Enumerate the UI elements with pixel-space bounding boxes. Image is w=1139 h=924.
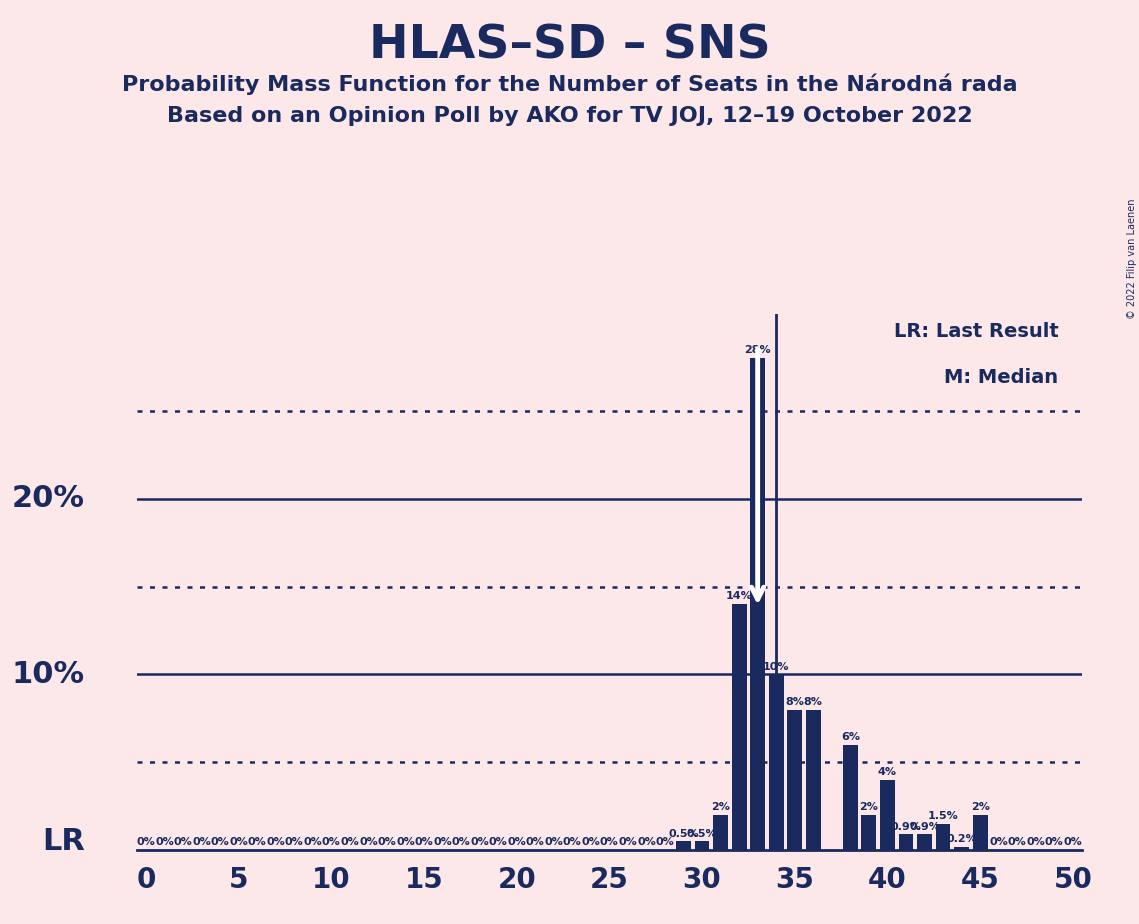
Text: LR: LR	[42, 827, 84, 856]
Text: 0%: 0%	[526, 837, 544, 847]
Text: 0%: 0%	[563, 837, 582, 847]
Text: 0%: 0%	[248, 837, 267, 847]
Text: 0%: 0%	[415, 837, 433, 847]
Text: Probability Mass Function for the Number of Seats in the Národná rada: Probability Mass Function for the Number…	[122, 74, 1017, 95]
Bar	[954, 846, 969, 850]
Text: 0%: 0%	[656, 837, 674, 847]
Text: 2%: 2%	[711, 802, 730, 812]
Text: 0.5%: 0.5%	[687, 829, 718, 839]
Text: 10%: 10%	[763, 662, 789, 672]
Text: © 2022 Filip van Laenen: © 2022 Filip van Laenen	[1126, 199, 1137, 319]
Text: 0%: 0%	[322, 837, 341, 847]
Text: 0%: 0%	[359, 837, 378, 847]
Text: 0%: 0%	[285, 837, 304, 847]
Text: 8%: 8%	[804, 697, 822, 707]
Bar	[769, 675, 784, 850]
Text: 0%: 0%	[1008, 837, 1026, 847]
Text: HLAS–SD – SNS: HLAS–SD – SNS	[369, 23, 770, 68]
Text: 6%: 6%	[841, 732, 860, 742]
Text: 14%: 14%	[726, 591, 753, 602]
Text: 0%: 0%	[433, 837, 452, 847]
Bar	[787, 710, 802, 850]
Text: 0%: 0%	[303, 837, 322, 847]
Bar	[695, 841, 710, 850]
Text: 0%: 0%	[229, 837, 248, 847]
Text: 4%: 4%	[878, 767, 896, 777]
Text: 28%: 28%	[745, 346, 771, 356]
Text: 0%: 0%	[618, 837, 638, 847]
Text: 1.5%: 1.5%	[927, 811, 958, 821]
Text: 0%: 0%	[1026, 837, 1046, 847]
Text: 0%: 0%	[581, 837, 600, 847]
Text: 0%: 0%	[452, 837, 470, 847]
Bar	[731, 604, 746, 850]
Bar	[917, 834, 932, 850]
Text: 0%: 0%	[192, 837, 211, 847]
Text: 0.2%: 0.2%	[947, 834, 977, 844]
Text: 0%: 0%	[173, 837, 192, 847]
Text: 0.9%: 0.9%	[909, 821, 940, 832]
Text: Based on an Opinion Poll by AKO for TV JOJ, 12–19 October 2022: Based on an Opinion Poll by AKO for TV J…	[166, 106, 973, 127]
Text: 0%: 0%	[990, 837, 1008, 847]
Text: 0%: 0%	[489, 837, 508, 847]
Text: 0%: 0%	[1044, 837, 1064, 847]
Text: 0.5%: 0.5%	[669, 829, 699, 839]
Text: 20%: 20%	[11, 484, 84, 513]
Bar	[899, 834, 913, 850]
Text: 0%: 0%	[211, 837, 229, 847]
Bar	[973, 815, 988, 850]
Text: 8%: 8%	[785, 697, 804, 707]
Bar	[751, 359, 765, 850]
Text: 0%: 0%	[600, 837, 618, 847]
Text: 0%: 0%	[396, 837, 415, 847]
Text: 0%: 0%	[137, 837, 155, 847]
Text: 0%: 0%	[470, 837, 489, 847]
Bar	[843, 745, 858, 850]
Bar	[677, 841, 691, 850]
Text: 0%: 0%	[377, 837, 396, 847]
Text: 0%: 0%	[637, 837, 656, 847]
Text: LR: Last Result: LR: Last Result	[894, 322, 1058, 341]
Bar	[880, 780, 895, 850]
Text: 0.9%: 0.9%	[891, 821, 921, 832]
Text: 0%: 0%	[267, 837, 285, 847]
Text: 10%: 10%	[11, 660, 84, 689]
Text: 0%: 0%	[507, 837, 526, 847]
Text: 2%: 2%	[970, 802, 990, 812]
Text: 0%: 0%	[1064, 837, 1082, 847]
Text: 0%: 0%	[341, 837, 359, 847]
Bar	[713, 815, 728, 850]
Text: 0%: 0%	[155, 837, 174, 847]
Bar	[935, 823, 950, 850]
Bar	[861, 815, 876, 850]
Text: M: Median: M: Median	[944, 368, 1058, 387]
Bar	[806, 710, 821, 850]
Text: 2%: 2%	[860, 802, 878, 812]
Text: 0%: 0%	[544, 837, 563, 847]
